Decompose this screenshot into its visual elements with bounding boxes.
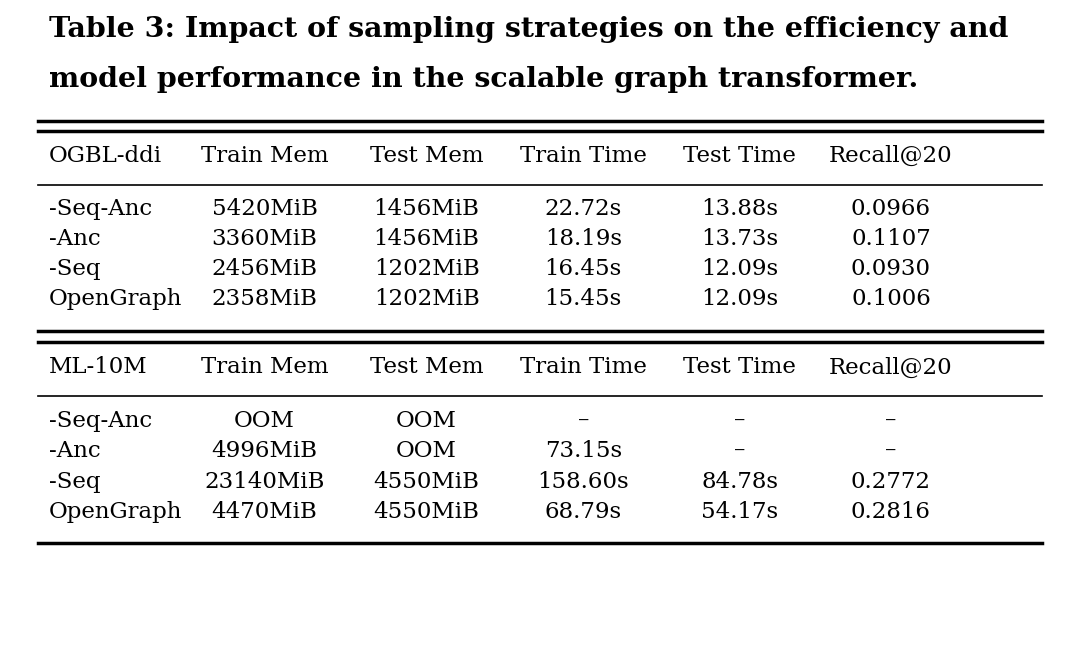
Text: 0.1107: 0.1107 [851, 228, 931, 250]
Text: -Anc: -Anc [49, 228, 100, 250]
Text: 1202MiB: 1202MiB [374, 258, 480, 280]
Text: 68.79s: 68.79s [544, 501, 622, 523]
Text: Test Time: Test Time [684, 356, 796, 379]
Text: 15.45s: 15.45s [544, 288, 622, 310]
Text: 73.15s: 73.15s [544, 440, 622, 462]
Text: 12.09s: 12.09s [701, 288, 779, 310]
Text: 4996MiB: 4996MiB [212, 440, 318, 462]
Text: OOM: OOM [396, 410, 457, 432]
Text: -Seq-Anc: -Seq-Anc [49, 197, 152, 220]
Text: -Anc: -Anc [49, 440, 100, 462]
Text: 0.0966: 0.0966 [851, 197, 931, 220]
Text: Recall@20: Recall@20 [829, 356, 953, 379]
Text: -Seq: -Seq [49, 470, 100, 493]
Text: model performance in the scalable graph transformer.: model performance in the scalable graph … [49, 66, 918, 92]
Text: ML-10M: ML-10M [49, 356, 147, 379]
Text: 158.60s: 158.60s [538, 470, 629, 493]
Text: 1202MiB: 1202MiB [374, 288, 480, 310]
Text: Test Mem: Test Mem [369, 356, 484, 379]
Text: 12.09s: 12.09s [701, 258, 779, 280]
Text: 84.78s: 84.78s [701, 470, 779, 493]
Text: Test Time: Test Time [684, 145, 796, 167]
Text: –: – [734, 440, 745, 462]
Text: 0.1006: 0.1006 [851, 288, 931, 310]
Text: 0.2772: 0.2772 [851, 470, 931, 493]
Text: 13.73s: 13.73s [701, 228, 779, 250]
Text: 4550MiB: 4550MiB [374, 470, 480, 493]
Text: 5420MiB: 5420MiB [212, 197, 318, 220]
Text: Recall@20: Recall@20 [829, 145, 953, 167]
Text: 2358MiB: 2358MiB [212, 288, 318, 310]
Text: 54.17s: 54.17s [701, 501, 779, 523]
Text: –: – [886, 440, 896, 462]
Text: 18.19s: 18.19s [544, 228, 622, 250]
Text: 4550MiB: 4550MiB [374, 501, 480, 523]
Text: 1456MiB: 1456MiB [374, 228, 480, 250]
Text: -Seq: -Seq [49, 258, 100, 280]
Text: 3360MiB: 3360MiB [212, 228, 318, 250]
Text: Train Mem: Train Mem [201, 145, 328, 167]
Text: 2456MiB: 2456MiB [212, 258, 318, 280]
Text: 22.72s: 22.72s [544, 197, 622, 220]
Text: Table 3: Impact of sampling strategies on the efficiency and: Table 3: Impact of sampling strategies o… [49, 16, 1008, 43]
Text: 16.45s: 16.45s [544, 258, 622, 280]
Text: OpenGraph: OpenGraph [49, 501, 181, 523]
Text: 23140MiB: 23140MiB [204, 470, 325, 493]
Text: OOM: OOM [396, 440, 457, 462]
Text: 0.0930: 0.0930 [851, 258, 931, 280]
Text: OpenGraph: OpenGraph [49, 288, 181, 310]
Text: Train Mem: Train Mem [201, 356, 328, 379]
Text: –: – [734, 410, 745, 432]
Text: 0.2816: 0.2816 [851, 501, 931, 523]
Text: OGBL-ddi: OGBL-ddi [49, 145, 162, 167]
Text: Test Mem: Test Mem [369, 145, 484, 167]
Text: 4470MiB: 4470MiB [212, 501, 318, 523]
Text: OOM: OOM [234, 410, 295, 432]
Text: Train Time: Train Time [519, 145, 647, 167]
Text: -Seq-Anc: -Seq-Anc [49, 410, 152, 432]
Text: 13.88s: 13.88s [701, 197, 779, 220]
Text: Train Time: Train Time [519, 356, 647, 379]
Text: 1456MiB: 1456MiB [374, 197, 480, 220]
Text: –: – [886, 410, 896, 432]
Text: –: – [578, 410, 589, 432]
